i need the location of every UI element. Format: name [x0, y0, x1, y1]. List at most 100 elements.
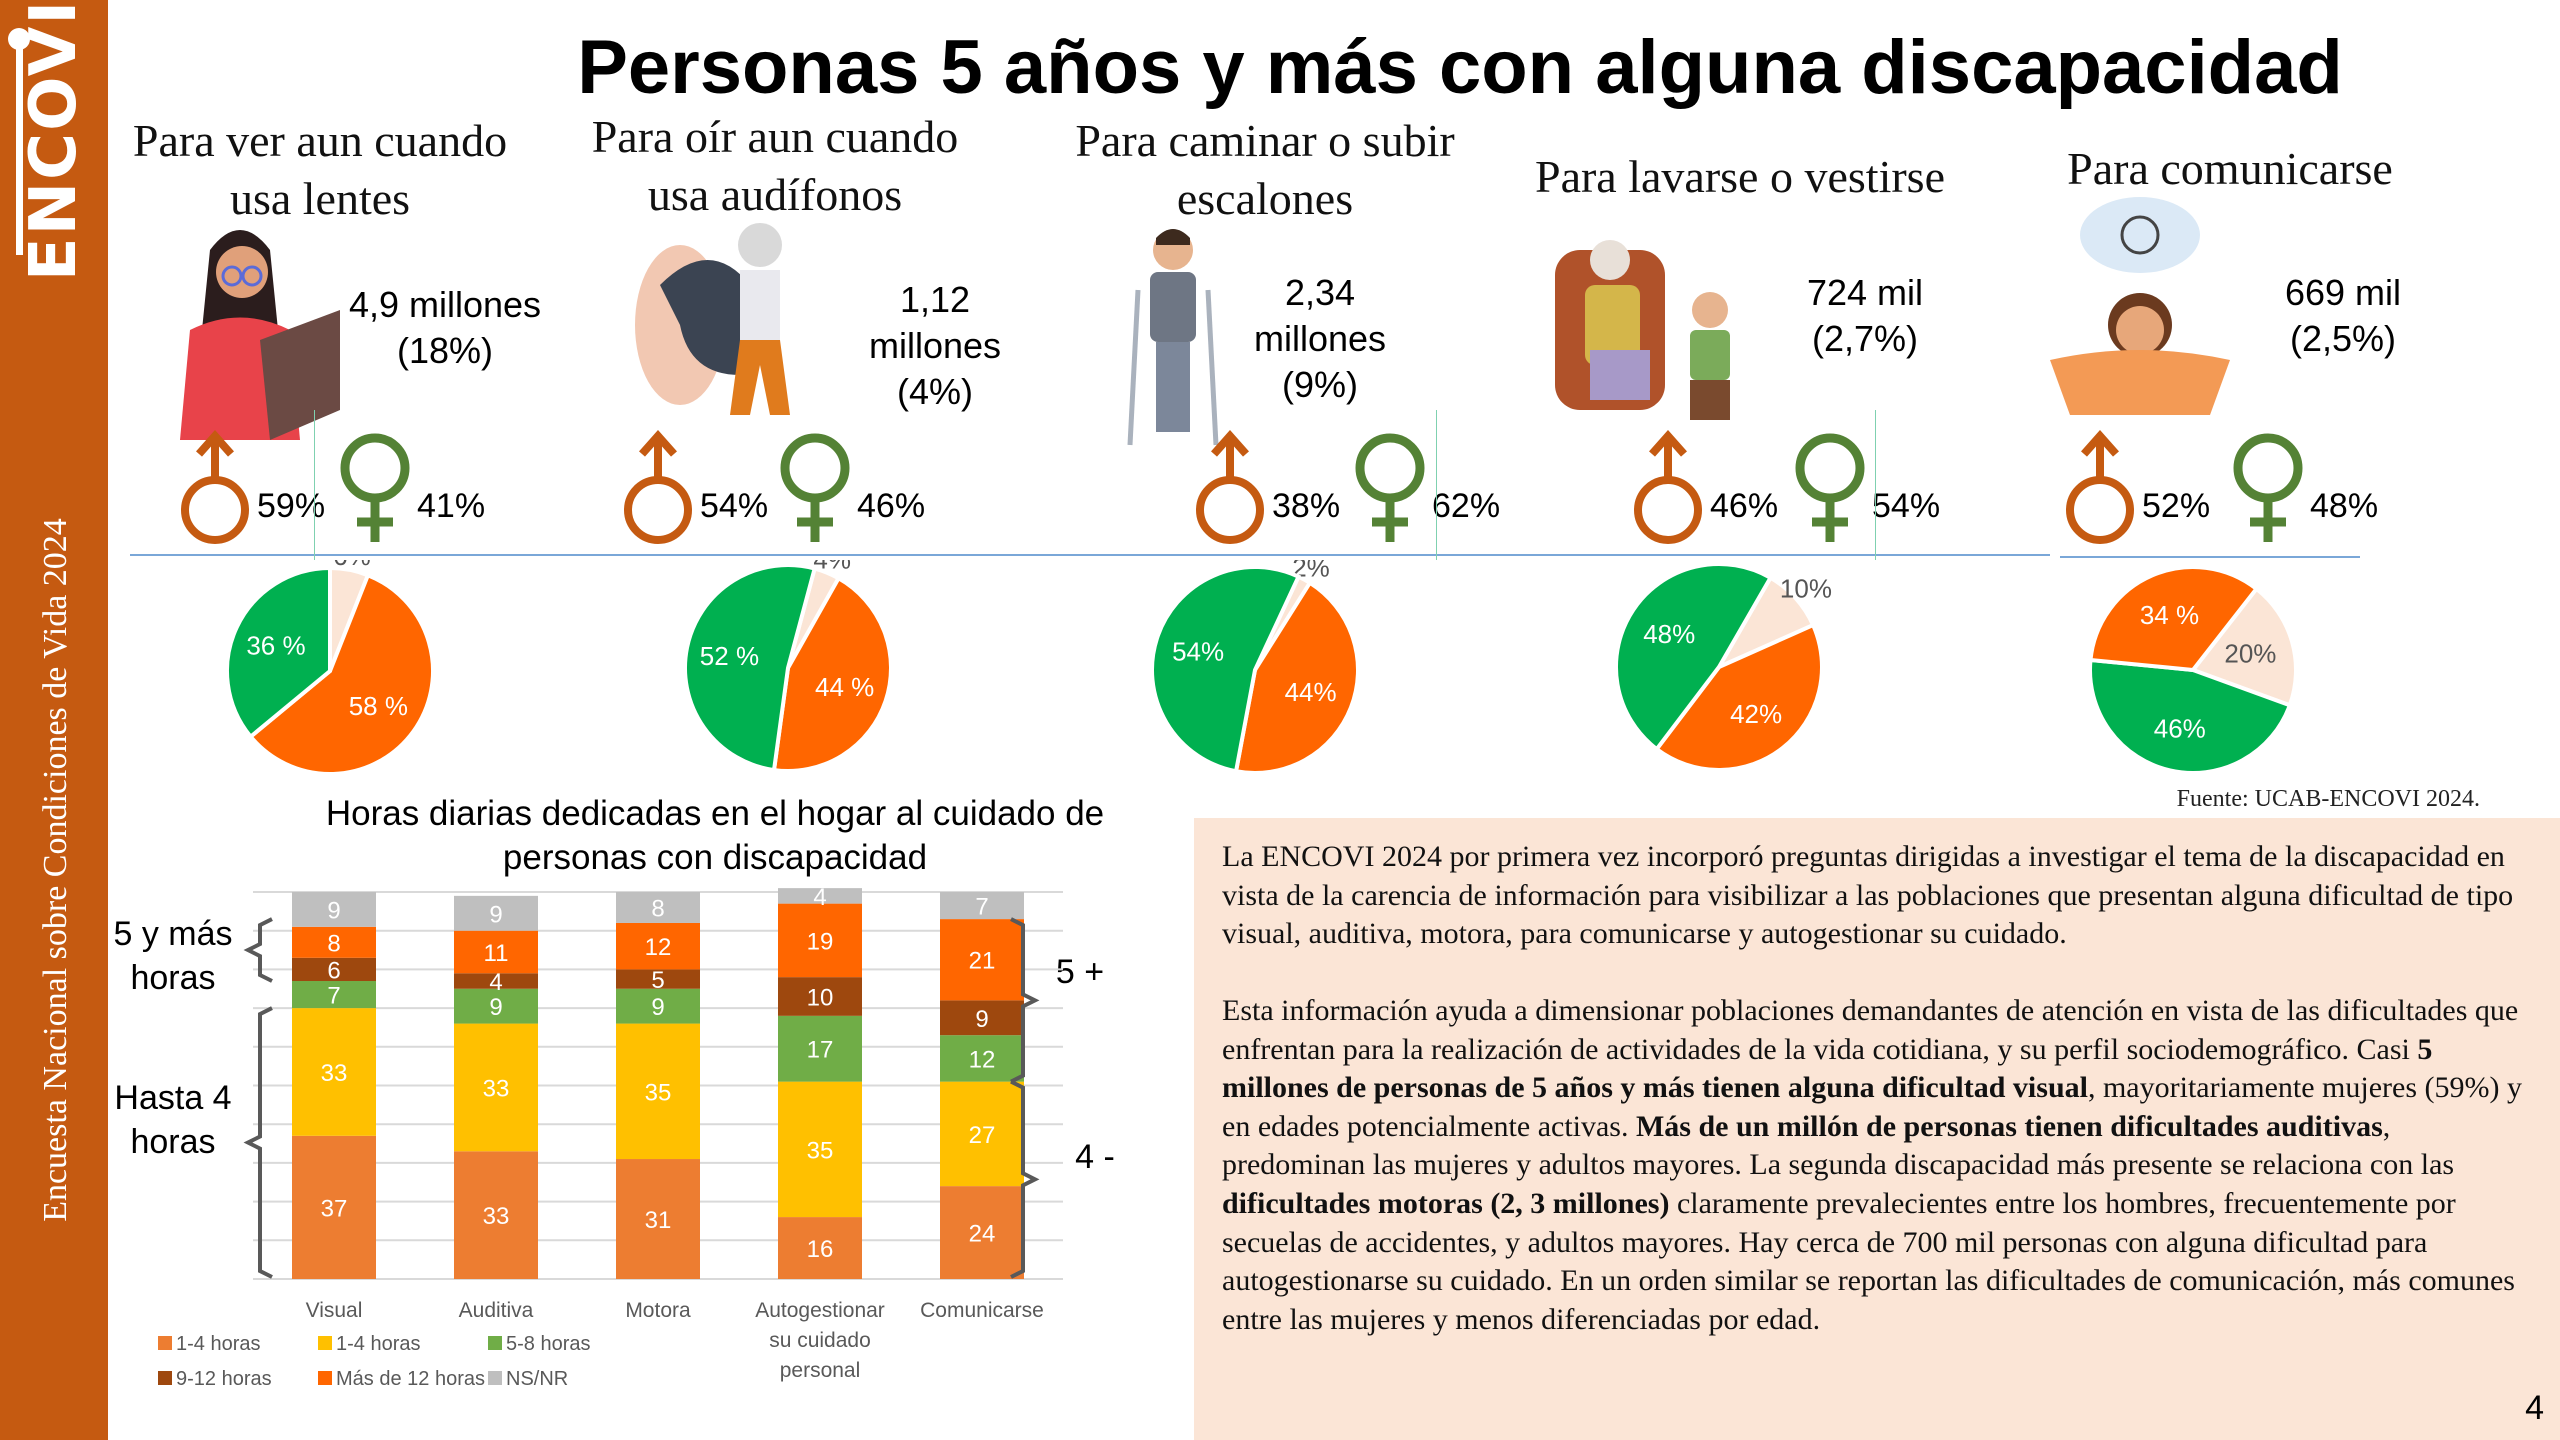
category-title-oir: Para oír aun cuando usa audífonos	[565, 108, 985, 224]
text-bold: dificultades motoras (2, 3 millones)	[1222, 1186, 1670, 1220]
pie-slice	[771, 575, 893, 773]
category-title-ver: Para ver aun cuando usa lentes	[110, 112, 530, 228]
female-percentage: 54%	[1872, 487, 1941, 525]
pie-label: 6%	[333, 560, 371, 571]
source-note: Fuente: UCAB-ENCOVI 2024.	[2176, 786, 2480, 812]
bar-value-label: 4	[813, 884, 826, 911]
legend-label: 1-4 horas	[176, 1333, 261, 1355]
title-line: usa lentes	[229, 173, 411, 224]
brace-icon	[1010, 917, 1040, 1084]
bar-segment	[778, 977, 862, 1016]
bar-segment	[616, 922, 700, 970]
bar-value-label: 10	[807, 984, 834, 1011]
title-line: usa audífonos	[647, 169, 903, 220]
pie-label: 52 %	[700, 641, 759, 671]
pie-label: 36 %	[246, 631, 305, 661]
bar-segment	[292, 1135, 376, 1279]
helping-elderly-illustration	[1555, 240, 1730, 420]
stat-oir: 1,12 millones (4%)	[830, 277, 1040, 415]
bar-segment	[454, 1023, 538, 1152]
bar-value-label: 12	[969, 1046, 996, 1073]
male-symbol-icon	[624, 430, 692, 544]
stat-comunicarse: 669 mil (2,5%)	[2238, 270, 2448, 362]
page-title: Personas 5 años y más con alguna discapa…	[577, 25, 2343, 110]
pie-label: 44%	[1285, 677, 1337, 707]
bar-value-label: 35	[645, 1079, 672, 1106]
label-line: Hasta 4	[114, 1079, 232, 1117]
pie-chart: 20% 46% 34 %	[2088, 565, 2298, 775]
pie-label: 42%	[1730, 699, 1782, 729]
label-5-plus-hours: 5 y más horas	[108, 912, 238, 1000]
bar-segment	[778, 1217, 862, 1279]
bar-segment	[778, 888, 862, 904]
male-symbol-icon	[1634, 430, 1702, 544]
bar-value-label: 9	[975, 1006, 988, 1033]
bar-value-label: 8	[651, 895, 664, 922]
pie-slice	[1233, 580, 1360, 775]
female-symbol-icon	[1355, 433, 1425, 542]
pie-slice	[1653, 622, 1824, 772]
bar-chart-title: Horas diarias dedicadas en el hogar al c…	[250, 792, 1180, 880]
male-percentage: 59%	[257, 487, 326, 525]
bar-value-label: 12	[645, 934, 672, 961]
legend-label: 1-4 horas	[336, 1333, 421, 1355]
pie-slice	[2088, 565, 2260, 673]
label-line: 5 y más	[113, 915, 233, 953]
bar-segment	[454, 895, 538, 931]
title-line: Para comunicarse	[2067, 143, 2393, 194]
bar-value-label: 21	[969, 948, 996, 975]
text-run: , predominan las mujeres y adultos mayor…	[1222, 1109, 2455, 1182]
label-5-plus: 5 +	[1055, 953, 1105, 991]
stat-lavarse: 724 mil (2,7%)	[1760, 270, 1970, 362]
x-tick-label: Autogestionar	[755, 1299, 885, 1322]
bar-value-label: 35	[807, 1137, 834, 1164]
label-line: horas	[130, 1123, 216, 1161]
share: (2,7%)	[1811, 318, 1919, 359]
pie-chart: 2% 44% 54%	[1150, 560, 1360, 775]
legend-swatch	[158, 1336, 172, 1350]
logo-line	[16, 30, 23, 255]
title-line: personas con discapacidad	[502, 838, 928, 877]
pie-charts: 6% 58 % 36 % 4% 44 % 52 % 2% 44% 54% 10% 42% 48% 20%…	[225, 560, 2298, 776]
text-run: , mayoritariamente mujeres (59%) y en ed…	[1222, 1071, 2522, 1143]
legend-label: 5-8 horas	[506, 1333, 591, 1355]
label-4-minus: 4 -	[1075, 1138, 1115, 1176]
share: (4%)	[896, 371, 973, 412]
bar-value-label: 9	[327, 897, 340, 924]
guide-line	[314, 410, 315, 560]
pie-slice	[247, 572, 435, 776]
female-percentage: 48%	[2310, 487, 2379, 525]
bar-segment	[616, 892, 700, 923]
legend-swatch	[488, 1336, 502, 1350]
paragraph-2: Esta información ayuda a dimensionar pob…	[1222, 992, 2522, 1339]
bar-segment	[292, 926, 376, 958]
bar-value-label: 5	[651, 967, 664, 994]
stacked-bar-chart: 37337689Visual333394119Auditiva313595128…	[158, 884, 1063, 1390]
bar-value-label: 16	[807, 1236, 834, 1263]
male-percentage: 38%	[1272, 487, 1341, 525]
female-percentage: 41%	[417, 487, 486, 525]
pie-label: 2%	[1292, 560, 1330, 582]
bar-segment	[292, 957, 376, 982]
legend-label: Más de 12 horas	[336, 1368, 485, 1390]
text-bold: Más de un millón de personas tienen difi…	[1635, 1109, 2383, 1143]
bar-segment	[616, 969, 700, 989]
brace-icon	[243, 917, 273, 983]
title-line: Para oír aun cuando	[591, 111, 959, 162]
x-tick-label: personal	[780, 1359, 861, 1382]
bar-segment	[940, 892, 1024, 920]
category-title-caminar: Para caminar o subir escalones	[1045, 112, 1485, 228]
pie-slice	[1614, 562, 1774, 752]
description-box	[1194, 818, 2560, 1440]
pie-chart: 4% 44 % 52 %	[683, 560, 893, 773]
divider-line	[130, 554, 2050, 556]
female-percentage: 62%	[1432, 487, 1501, 525]
x-tick-label: Visual	[306, 1299, 363, 1322]
bar-segment	[454, 930, 538, 974]
bar-value-label: 31	[645, 1207, 672, 1234]
paragraph-1: La ENCOVI 2024 por primera vez incorporó…	[1222, 840, 2514, 951]
page-number: 4	[2525, 1389, 2544, 1427]
pie-slice	[2088, 657, 2293, 775]
pie-label: 48%	[1643, 619, 1695, 649]
pie-label: 4%	[813, 560, 851, 575]
